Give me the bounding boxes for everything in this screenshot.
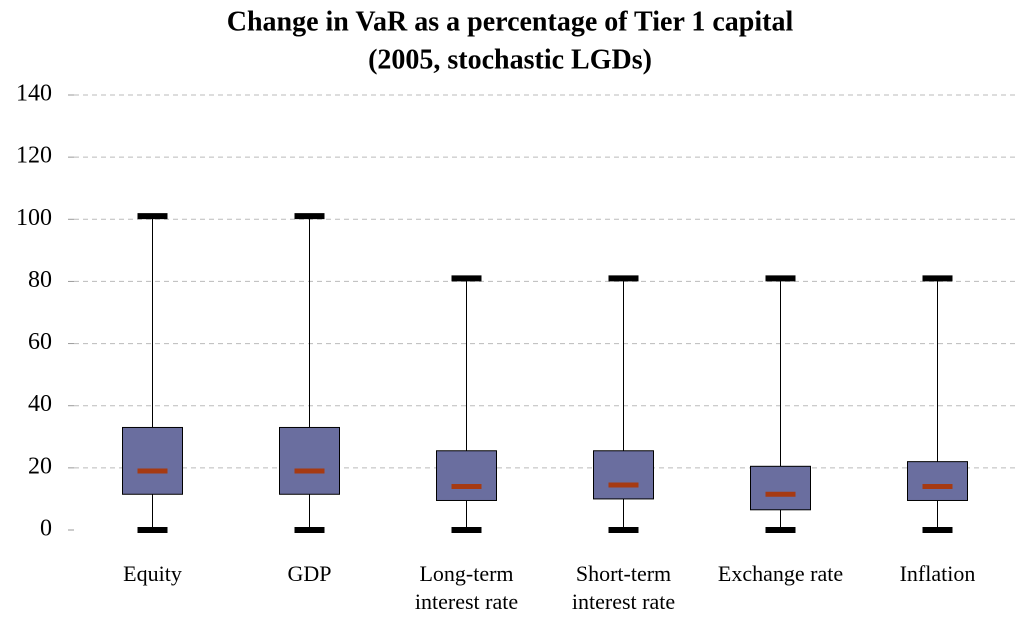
chart-title: Change in VaR as a percentage of Tier 1 … <box>227 6 794 37</box>
box <box>122 426 183 495</box>
x-tick-label: Short-term interest rate <box>571 561 676 614</box>
y-tick-label: 60 <box>28 329 52 355</box>
y-tick-label: 80 <box>28 267 52 293</box>
x-tick-label: Inflation <box>899 561 976 586</box>
box <box>593 450 654 500</box>
y-tick-label: 40 <box>28 391 52 417</box>
x-tick-label: Equity <box>123 561 182 586</box>
y-tick-label: 140 <box>16 81 52 107</box>
y-tick-label: 120 <box>16 143 52 169</box>
box <box>436 450 497 501</box>
y-tick-label: 100 <box>16 205 52 231</box>
x-tick-label: Exchange rate <box>717 561 844 586</box>
chart-subtitle: (2005, stochastic LGDs) <box>368 44 652 75</box>
x-tick-label: Long-term interest rate <box>414 561 519 614</box>
y-tick-label: 20 <box>28 453 52 479</box>
box <box>750 465 811 511</box>
x-tick-label: GDP <box>287 561 332 586</box>
y-tick-label: 0 <box>40 516 52 542</box>
box <box>279 426 340 495</box>
box <box>907 461 968 501</box>
